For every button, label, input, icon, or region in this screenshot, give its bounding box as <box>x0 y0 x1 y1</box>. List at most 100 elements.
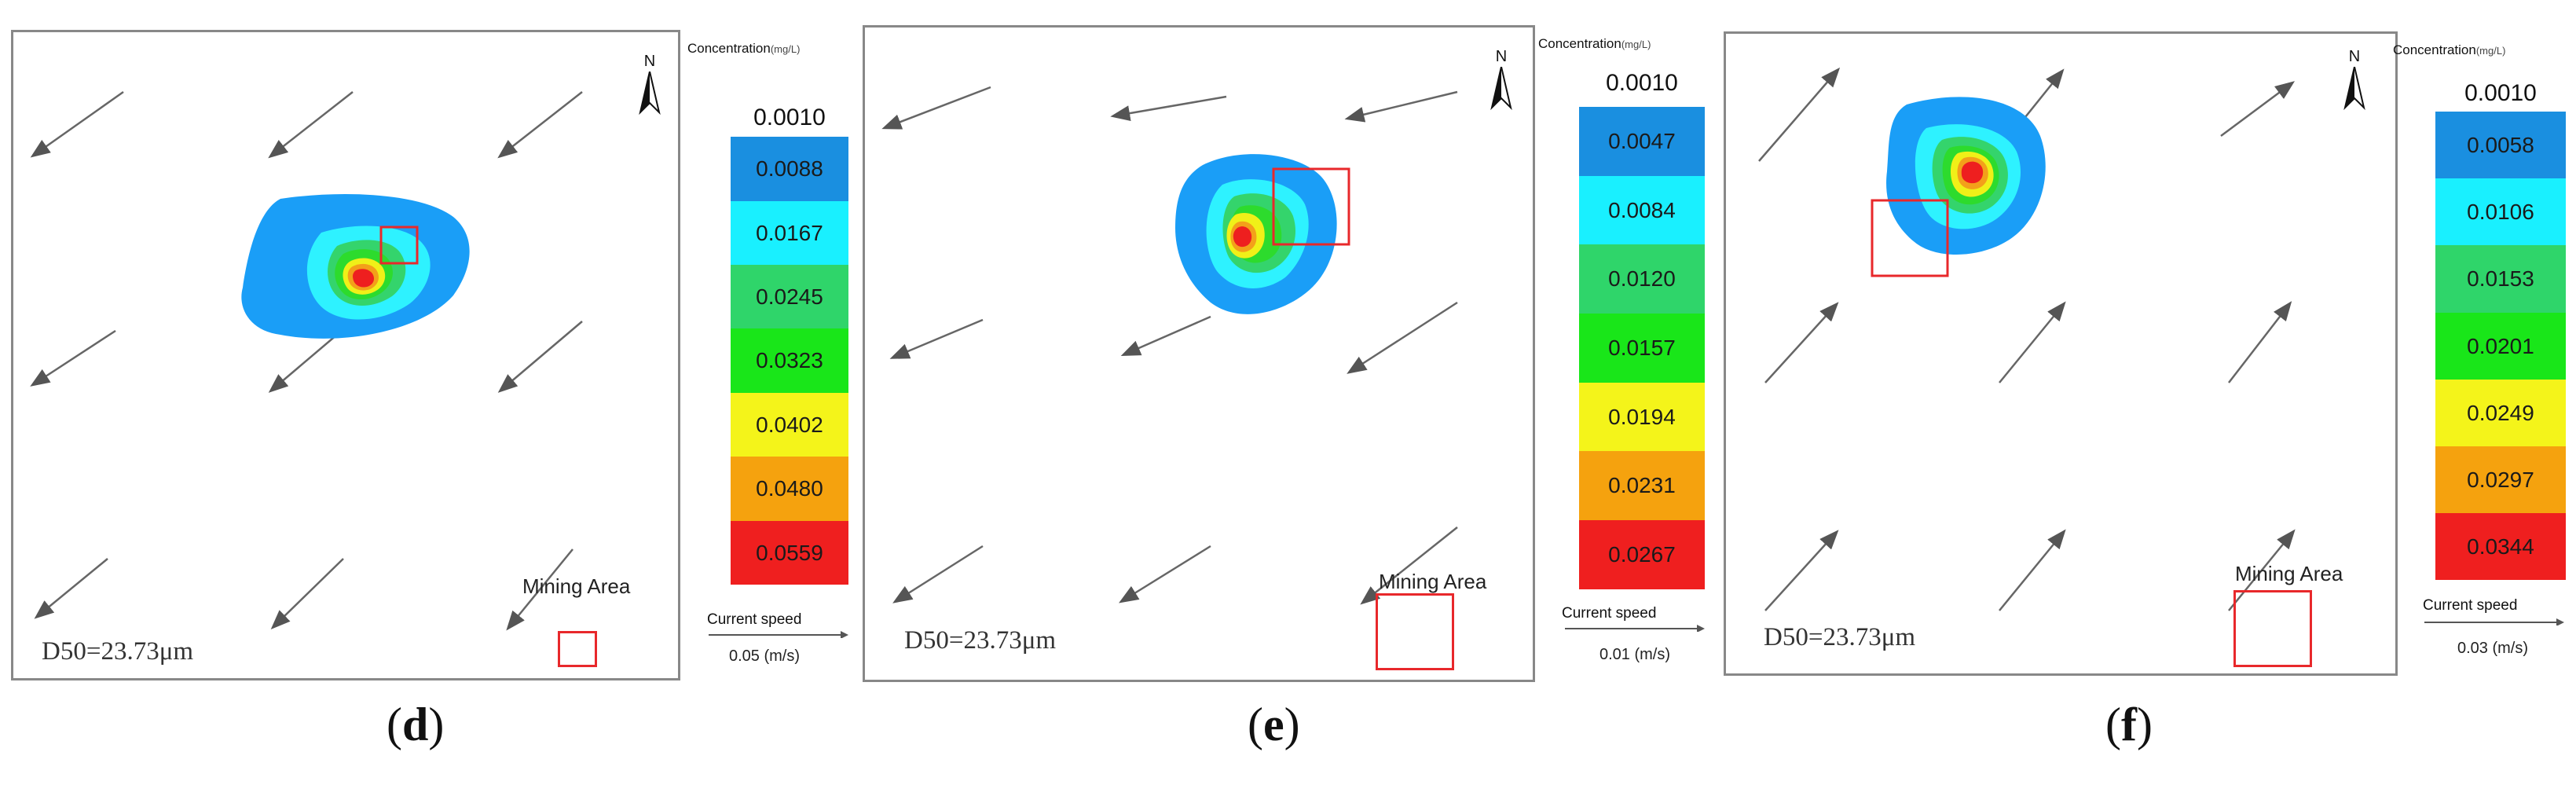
current-vector <box>1764 530 1839 611</box>
caption-letter: f <box>2120 699 2137 750</box>
legend-unit: (mg/L) <box>1621 39 1651 50</box>
mining-area-box-on-plume <box>1871 199 1949 277</box>
map-frame-e: N Mining Area D50=23.73μm <box>863 25 1535 682</box>
plume-e <box>1175 154 1350 314</box>
map-canvas-e <box>881 86 1458 605</box>
legend-band-1: 0.0058 <box>2435 112 2566 178</box>
current-vector <box>892 545 984 603</box>
legend-band-7: 0.0267 <box>1579 520 1705 589</box>
current-vector <box>30 329 116 387</box>
legend-band-6: 0.0297 <box>2435 446 2566 513</box>
current-speed-arrow <box>709 631 848 638</box>
current-speed-value: 0.03 (m/s) <box>2457 640 2529 657</box>
current-speed-value: 0.01 (m/s) <box>1599 646 1671 663</box>
current-vectors-d <box>30 90 583 631</box>
plume-band-7 <box>1233 226 1252 248</box>
current-vectors-f <box>1758 67 2296 611</box>
north-label: N <box>1495 48 1508 65</box>
current-vector <box>1999 529 2066 611</box>
legend-band-5: 0.0194 <box>1579 383 1705 451</box>
legend-band-3: 0.0245 <box>731 265 848 328</box>
caption-d: (d) <box>387 698 444 752</box>
legend-title: Concentration(mg/L) <box>1538 36 1651 52</box>
legend-min-value: 0.0010 <box>753 105 826 130</box>
legend-band-7: 0.0559 <box>731 521 848 585</box>
current-vector <box>1347 301 1458 374</box>
mining-area-label: Mining Area <box>2235 562 2343 585</box>
legend-title: Concentration(mg/L) <box>687 41 800 57</box>
north-arrow-icon <box>639 72 661 116</box>
current-speed-arrow <box>1565 625 1705 632</box>
legend-min-value: 0.0010 <box>1606 70 1678 96</box>
mining-area-label: Mining Area <box>1379 570 1487 593</box>
legend-bar-d: 0.0088 0.0167 0.0245 0.0323 0.0402 0.048… <box>731 137 848 585</box>
legend-title-text: Concentration <box>2393 42 2476 57</box>
north-arrow-icon <box>1490 67 1512 111</box>
d50-label: D50=23.73μm <box>904 626 1057 655</box>
caption-e: (e) <box>1248 698 1300 752</box>
legend-min-value: 0.0010 <box>2464 80 2537 106</box>
current-vector <box>2228 301 2292 383</box>
mining-area-box-on-plume <box>379 226 419 265</box>
map-frame-d: N Mining Area D50=23.73μm <box>11 30 680 680</box>
legend-band-2: 0.0106 <box>2435 178 2566 245</box>
mining-area-legend-box <box>2233 590 2312 667</box>
north-label: N <box>2348 48 2361 65</box>
caption-letter: e <box>1262 699 1284 750</box>
legend-band-4: 0.0157 <box>1579 314 1705 383</box>
mining-area-legend-box <box>1376 593 1454 670</box>
current-vector <box>1120 315 1211 357</box>
legend-band-6: 0.0231 <box>1579 451 1705 520</box>
legend-band-2: 0.0084 <box>1579 176 1705 244</box>
legend-bar-f: 0.0058 0.0106 0.0153 0.0201 0.0249 0.029… <box>2435 112 2566 580</box>
legend-band-1: 0.0047 <box>1579 107 1705 176</box>
mining-area-legend-box <box>558 631 597 667</box>
caption-close: ) <box>2136 699 2153 750</box>
current-vector <box>889 318 984 359</box>
caption-letter: d <box>401 699 429 750</box>
legend-band-3: 0.0120 <box>1579 244 1705 314</box>
current-speed-label: Current speed <box>1562 605 1657 622</box>
legend-band-5: 0.0402 <box>731 393 848 457</box>
current-vector <box>270 558 344 629</box>
plume-band-7 <box>353 269 375 288</box>
legend-band-4: 0.0201 <box>2435 313 2566 380</box>
d50-label: D50=23.73μm <box>42 637 194 666</box>
north-arrow: N <box>634 53 665 116</box>
legend-band-5: 0.0249 <box>2435 380 2566 446</box>
caption-open: ( <box>1248 699 1263 750</box>
legend-band-3: 0.0153 <box>2435 245 2566 313</box>
map-frame-f: N Mining Area D50=23.73μm <box>1724 31 2398 676</box>
d50-label: D50=23.73μm <box>1764 623 1916 651</box>
legend-band-6: 0.0480 <box>731 457 848 521</box>
current-vector <box>1119 545 1211 603</box>
caption-open: ( <box>387 699 402 750</box>
legend-bar-e: 0.0047 0.0084 0.0120 0.0157 0.0194 0.023… <box>1579 107 1705 589</box>
plume-d <box>241 193 470 339</box>
legend-title: Concentration(mg/L) <box>2393 42 2505 58</box>
current-vector <box>881 86 991 130</box>
current-vector <box>1758 67 1841 162</box>
map-canvas-f <box>1758 67 2296 611</box>
mining-area-label: Mining Area <box>522 574 631 598</box>
current-vector <box>1110 95 1227 122</box>
legend-band-2: 0.0167 <box>731 201 848 265</box>
legend-title-text: Concentration <box>1538 36 1621 51</box>
current-speed-label: Current speed <box>2423 597 2518 614</box>
north-label: N <box>643 53 656 70</box>
caption-open: ( <box>2105 699 2121 750</box>
legend-band-4: 0.0323 <box>731 328 848 393</box>
current-vector <box>2220 81 2296 138</box>
current-speed-value: 0.05 (m/s) <box>729 647 801 665</box>
current-vector <box>1999 301 2066 383</box>
caption-close: ) <box>428 699 445 750</box>
current-vector <box>34 558 108 619</box>
map-canvas-d <box>30 90 583 631</box>
current-speed-label: Current speed <box>707 611 802 628</box>
current-speed-arrow <box>2424 618 2564 625</box>
north-arrow-icon <box>2343 67 2365 111</box>
plume-f <box>1871 97 2046 277</box>
legend-unit: (mg/L) <box>2475 45 2506 57</box>
mining-area-box-on-plume <box>1272 167 1350 246</box>
current-vector <box>30 90 124 158</box>
